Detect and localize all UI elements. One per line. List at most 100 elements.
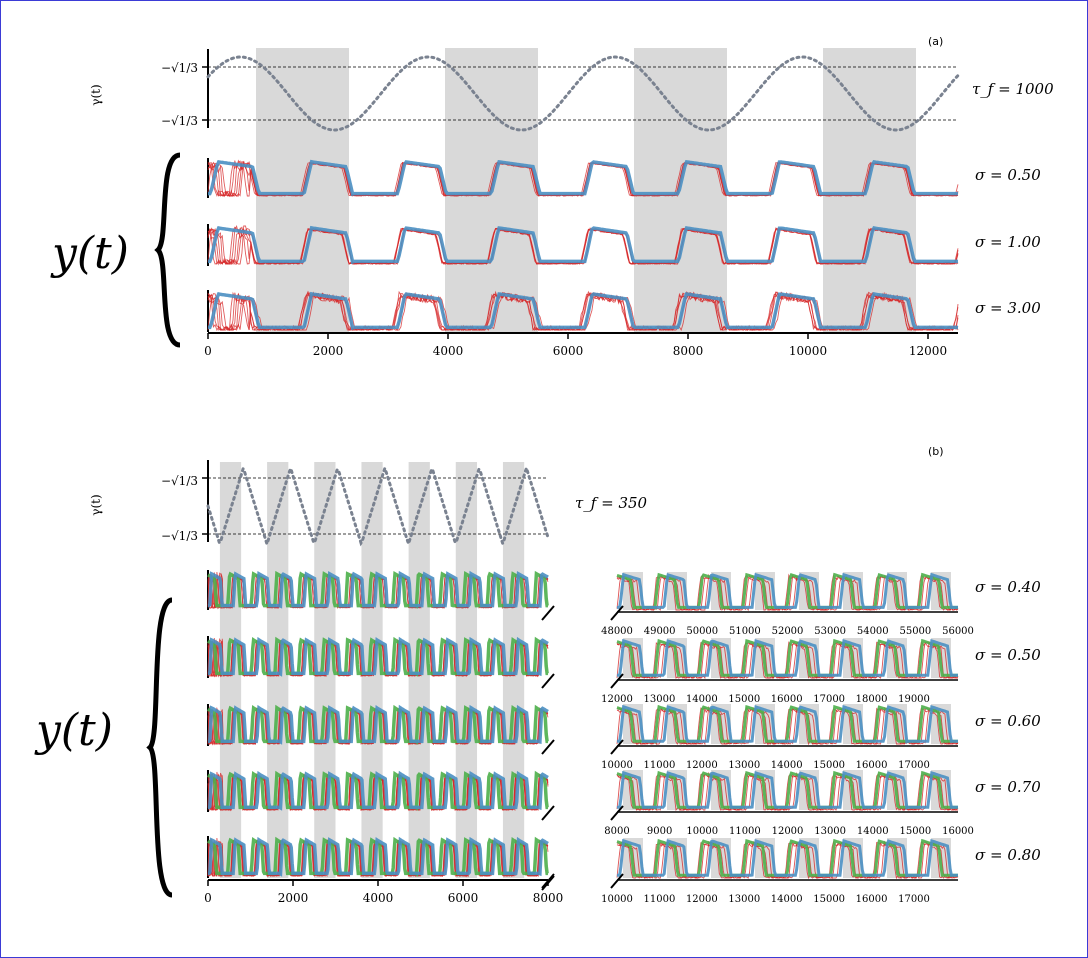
inset-model-0-0: [616, 572, 958, 610]
inset-tick-label-4-6: 16000: [856, 894, 888, 905]
inset-model-3-1: [617, 770, 958, 810]
main-break-mark-0: [541, 605, 555, 621]
shaded-interval-0: [256, 48, 349, 332]
panel-b-gamma-axis-label: γ(t): [89, 494, 103, 515]
main-axis-break-mark: [541, 875, 555, 891]
inset-tick-label-4-7: 17000: [898, 894, 930, 905]
model-blue-1: [208, 225, 958, 265]
panel-b-sigma-label-3: σ = 0.70: [975, 778, 1041, 796]
panel-b-tau-label: τ_f = 350: [575, 494, 648, 512]
inset-tick-label-4-2: 12000: [686, 894, 718, 905]
panel-a-sigma-label-2: σ = 3.00: [975, 299, 1041, 317]
inset-tick-label-3-3: 11000: [729, 826, 761, 837]
inset-tick-label-0-3: 51000: [729, 626, 761, 637]
inset-break-mark-2: [610, 739, 624, 755]
inset-tick-label-2-0: 10000: [601, 760, 633, 771]
panel-b-sigma-label-0: σ = 0.40: [975, 578, 1041, 596]
inset-tick-label-4-5: 15000: [813, 894, 845, 905]
inset-tick-label-1-5: 17000: [813, 694, 845, 705]
inset-model-1-0: [616, 638, 958, 678]
inset-tick-label-2-4: 14000: [771, 760, 803, 771]
main-break-mark-4: [541, 873, 555, 889]
inset-tick-label-1-7: 19000: [898, 694, 930, 705]
model-blue-2: [208, 291, 958, 331]
inset-break-mark-4: [610, 873, 624, 889]
inset-tick-label-1-3: 15000: [728, 694, 760, 705]
model-blue-0: [208, 159, 958, 197]
inset-tick-label-0-2: 50000: [686, 626, 718, 637]
inset-tick-label-0-5: 53000: [814, 626, 846, 637]
x-tick-label-0: 0: [204, 344, 212, 358]
x-tick-label-3: 6000: [448, 891, 479, 905]
panel-a-gamma-tick-bottom: −√1/3: [161, 114, 198, 128]
inset-tick-label-3-6: 14000: [857, 826, 889, 837]
inset-tick-label-0-1: 49000: [644, 626, 676, 637]
model-blue-0: [207, 570, 549, 609]
plot-marks: 0 2000 4000 6000 8000 10000 12000 0 2000 4000 6000…: [146, 48, 974, 905]
inset-tick-label-0-7: 55000: [899, 626, 931, 637]
y-group-brace-a: [154, 152, 181, 348]
x-tick-label-4: 8000: [533, 891, 564, 905]
inset-tick-label-2-7: 17000: [898, 760, 930, 771]
inset-model-2-1: [617, 704, 958, 744]
model-blue-4: [207, 836, 549, 877]
inset-model-2-0: [616, 704, 958, 744]
main-break-mark-2: [541, 739, 555, 755]
inset-tick-label-0-0: 48000: [601, 626, 633, 637]
inset-tick-label-2-6: 16000: [856, 760, 888, 771]
inset-tick-label-0-8: 56000: [942, 626, 974, 637]
x-tick-label-4: 8000: [673, 344, 704, 358]
inset-tick-label-3-2: 10000: [686, 826, 718, 837]
gamma-curve: [206, 463, 550, 549]
inset-tick-label-3-7: 15000: [899, 826, 931, 837]
panel-b-y-group-label: y(t): [34, 705, 113, 756]
inset-sim-1-2: [616, 641, 959, 679]
inset-tick-label-1-0: 12000: [601, 694, 633, 705]
inset-tick-label-3-5: 13000: [814, 826, 846, 837]
inset-tick-label-3-1: 9000: [647, 826, 672, 837]
inset-model-4-0: [616, 838, 958, 878]
inset-tick-label-4-3: 13000: [728, 894, 760, 905]
inset-sim-0-2: [616, 573, 958, 611]
inset-tick-label-4-4: 14000: [771, 894, 803, 905]
panel-b-sigma-label-4: σ = 0.80: [975, 846, 1041, 864]
inset-tick-label-1-6: 18000: [856, 694, 888, 705]
inset-model-0-1: [617, 572, 958, 610]
sim-trajectory-2-5: [207, 290, 959, 332]
panel-a-label: (a): [928, 35, 943, 48]
x-tick-label-2: 4000: [363, 891, 394, 905]
panel-a-gamma-tick-top: −√1/3: [161, 61, 198, 75]
inset-model-1-1: [617, 638, 958, 678]
inset-model-3-0: [616, 770, 958, 810]
inset-tick-label-0-4: 52000: [772, 626, 804, 637]
inset-tick-label-4-1: 11000: [644, 894, 676, 905]
inset-tick-label-1-1: 13000: [644, 694, 676, 705]
x-tick-label-0: 0: [204, 891, 212, 905]
x-tick-label-1: 2000: [278, 891, 309, 905]
x-tick-label-2: 4000: [433, 344, 464, 358]
inset-tick-label-0-6: 54000: [857, 626, 889, 637]
shaded-interval-3: [823, 48, 916, 332]
inset-sim-4-2: [616, 840, 959, 880]
panel-a-y-group-label: y(t): [50, 228, 129, 279]
x-tick-label-6: 12000: [909, 344, 947, 358]
main-break-mark-3: [541, 805, 555, 821]
inset-break-mark-0: [610, 605, 624, 621]
inset-tick-label-1-2: 14000: [686, 694, 718, 705]
x-tick-label-3: 6000: [553, 344, 584, 358]
panel-b-gamma-tick-bottom: −√1/3: [161, 529, 198, 543]
panel-a-tau-label: τ_f = 1000: [972, 80, 1054, 98]
model-blue-1: [207, 636, 549, 677]
panel-b-sigma-label-1: σ = 0.50: [975, 646, 1041, 664]
model-blue-3: [207, 770, 549, 811]
panel-a-sigma-label-0: σ = 0.50: [975, 166, 1041, 184]
inset-tick-label-3-0: 8000: [604, 826, 629, 837]
panel-a-sigma-label-1: σ = 1.00: [975, 233, 1041, 251]
panel-b-sigma-label-2: σ = 0.60: [975, 712, 1041, 730]
inset-tick-label-2-2: 12000: [686, 760, 718, 771]
inset-tick-label-2-3: 13000: [728, 760, 760, 771]
panel-b-label: (b): [928, 445, 944, 458]
inset-break-mark-3: [610, 805, 624, 821]
inset-tick-label-4-0: 10000: [601, 894, 633, 905]
